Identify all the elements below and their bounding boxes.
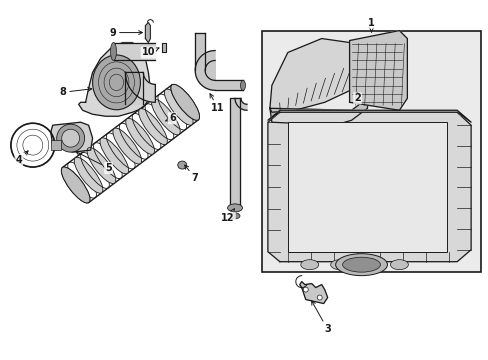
Polygon shape: [349, 31, 407, 110]
Text: 8: 8: [59, 87, 92, 97]
Polygon shape: [299, 282, 327, 303]
Polygon shape: [125, 72, 143, 104]
Polygon shape: [79, 42, 150, 116]
Ellipse shape: [164, 89, 193, 125]
Ellipse shape: [360, 260, 378, 270]
Ellipse shape: [61, 129, 80, 147]
Ellipse shape: [335, 254, 386, 276]
Polygon shape: [195, 32, 205, 71]
Polygon shape: [145, 23, 150, 42]
Text: 4: 4: [16, 151, 28, 165]
Text: 6: 6: [165, 113, 175, 123]
Polygon shape: [267, 112, 470, 262]
Polygon shape: [267, 110, 470, 122]
Ellipse shape: [74, 157, 102, 193]
Circle shape: [303, 287, 307, 292]
Ellipse shape: [229, 213, 240, 219]
Text: 3: 3: [311, 301, 330, 334]
Polygon shape: [269, 98, 367, 125]
Polygon shape: [195, 50, 215, 90]
Ellipse shape: [300, 260, 318, 270]
Polygon shape: [125, 72, 155, 102]
Bar: [51, 140, 61, 150]
Ellipse shape: [330, 260, 348, 270]
Polygon shape: [215, 80, 243, 90]
Circle shape: [317, 295, 322, 300]
Polygon shape: [162, 42, 166, 53]
Text: 12: 12: [221, 209, 234, 223]
Ellipse shape: [342, 257, 380, 272]
Ellipse shape: [227, 204, 242, 212]
Ellipse shape: [240, 80, 245, 90]
Ellipse shape: [110, 42, 116, 60]
Ellipse shape: [87, 148, 116, 184]
Text: 11: 11: [209, 94, 224, 113]
Ellipse shape: [61, 167, 90, 203]
Ellipse shape: [139, 109, 167, 145]
Bar: [287, 122, 447, 252]
Ellipse shape: [125, 118, 154, 154]
Polygon shape: [229, 98, 240, 208]
Polygon shape: [113, 42, 155, 60]
Ellipse shape: [170, 84, 199, 120]
Ellipse shape: [113, 128, 141, 164]
Text: 9: 9: [109, 28, 142, 37]
Ellipse shape: [389, 260, 407, 270]
Text: 2: 2: [353, 93, 360, 103]
Ellipse shape: [178, 161, 186, 169]
Ellipse shape: [151, 99, 180, 135]
Text: 10: 10: [142, 48, 159, 58]
Ellipse shape: [61, 167, 90, 203]
Polygon shape: [269, 39, 367, 112]
Ellipse shape: [57, 124, 84, 152]
Text: 1: 1: [367, 18, 374, 32]
Text: 7: 7: [184, 165, 198, 183]
Text: 5: 5: [76, 152, 112, 173]
Polygon shape: [51, 122, 92, 152]
Ellipse shape: [100, 138, 128, 174]
Polygon shape: [235, 98, 246, 110]
Ellipse shape: [92, 55, 140, 110]
Bar: [262, 31, 480, 272]
